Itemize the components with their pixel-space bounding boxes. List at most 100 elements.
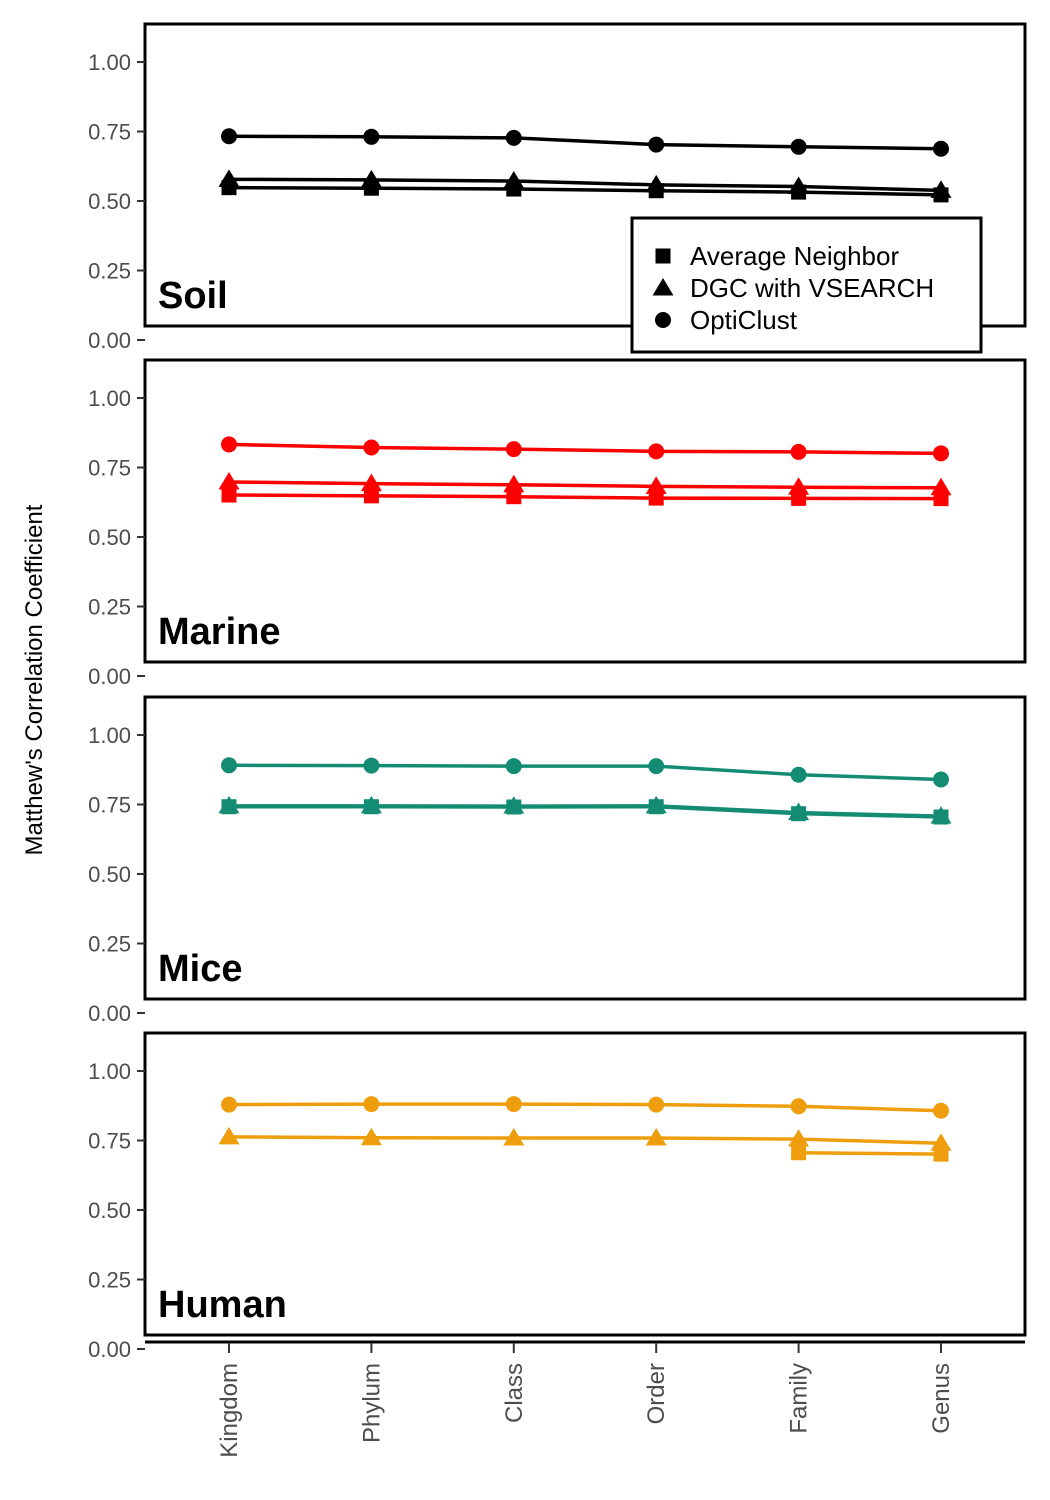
y-tick-label: 0.75 [88, 1129, 131, 1154]
x-tick-label: Phylum [358, 1363, 385, 1443]
data-point [506, 799, 522, 815]
data-point [645, 476, 667, 494]
series-line [798, 1150, 942, 1156]
series-average-neighbor [791, 1145, 949, 1162]
data-point [648, 799, 664, 815]
data-point [788, 1129, 810, 1147]
panel-frame [143, 22, 1027, 328]
series-average-neighbor [221, 799, 949, 825]
data-point [363, 439, 380, 456]
series-line [228, 480, 942, 490]
y-tick-label: 0.75 [88, 793, 131, 818]
data-point [505, 758, 522, 775]
data-point [790, 443, 807, 460]
data-point [503, 1127, 525, 1146]
series-average-neighbor [221, 487, 949, 507]
y-tick-label: 0.25 [88, 595, 131, 620]
series-line [228, 442, 942, 456]
panel-title: Mice [158, 948, 242, 990]
data-point [791, 184, 807, 200]
legend-marker [655, 248, 671, 264]
y-tick-label: 0.00 [88, 664, 131, 689]
y-tick-label: 1.00 [88, 723, 131, 748]
y-tick-label: 0.00 [88, 328, 131, 353]
series-opticlust [221, 436, 949, 462]
legend-label: OptiClust [690, 305, 798, 335]
legend-marker [652, 278, 674, 296]
data-point [930, 477, 952, 496]
x-axis: Kingdom Phylum Class Order Family Genus [145, 1340, 1025, 1458]
data-point [221, 180, 237, 196]
x-tick-label: Order [643, 1363, 670, 1424]
y-tick-label: 0.75 [88, 456, 131, 481]
panel-marine: 0.00 0.25 0.50 0.75 1.00 Marine [88, 358, 1027, 689]
y-tick-label: 0.50 [88, 1198, 131, 1223]
y-tick-label: 0.50 [88, 862, 131, 887]
series-dgc-with-vsearch [218, 795, 952, 824]
data-point [221, 1096, 237, 1113]
legend-box [630, 216, 983, 354]
data-point [933, 1146, 949, 1162]
data-point [933, 809, 949, 825]
panel-frame [143, 695, 1027, 1001]
series-dgc-with-vsearch [218, 1126, 952, 1151]
data-point [221, 128, 237, 145]
panel-soil: 0.00 0.25 0.50 0.75 1.00 Soil [88, 22, 1027, 353]
data-point [648, 490, 664, 506]
data-point [505, 129, 522, 146]
series-line [228, 493, 942, 501]
y-tick-label: 1.00 [88, 386, 131, 411]
panel-title: Marine [158, 611, 280, 653]
data-point [791, 806, 807, 822]
data-point [790, 1098, 807, 1115]
panels-layer: 0.00 0.25 0.50 0.75 1.00 Soil 0.00 0.25 0.50 0.75… [88, 22, 1027, 1362]
data-point [218, 471, 240, 490]
panel-title: Human [158, 1284, 287, 1326]
legend-marker [655, 312, 671, 328]
panel-human: 0.00 0.25 0.50 0.75 1.00 Human [88, 1031, 1027, 1362]
panel-frame [143, 358, 1027, 664]
x-tick-label: Class [501, 1363, 528, 1423]
data-point [506, 489, 522, 505]
data-point [648, 758, 665, 775]
legend-label: Average Neighbor [690, 241, 899, 271]
y-tick-label: 1.00 [88, 1059, 131, 1084]
data-point [933, 140, 949, 157]
data-point [933, 771, 949, 788]
y-tick-label: 0.00 [88, 1001, 131, 1026]
panel-title: Soil [158, 275, 228, 317]
data-point [505, 441, 522, 458]
series-average-neighbor [221, 180, 949, 203]
data-point [933, 491, 949, 507]
series-line [229, 804, 942, 819]
x-tick-label: Kingdom [216, 1363, 243, 1458]
y-tick-label: 1.00 [88, 50, 131, 75]
data-point [790, 766, 807, 783]
data-point [788, 477, 810, 495]
data-point [363, 757, 380, 774]
data-point [363, 180, 379, 196]
data-point [791, 1145, 807, 1161]
data-point [363, 488, 379, 504]
panel-frame [143, 1031, 1027, 1337]
x-tick-label: Family [786, 1363, 813, 1434]
data-point [360, 1127, 382, 1146]
data-point [363, 1096, 380, 1113]
data-point [930, 1133, 952, 1151]
y-tick-label: 0.00 [88, 1337, 131, 1362]
data-point [933, 1102, 949, 1119]
data-point [363, 799, 379, 815]
series-line [228, 134, 942, 151]
data-point [221, 799, 237, 815]
data-point [645, 1127, 667, 1146]
data-point [933, 445, 949, 462]
data-point [363, 128, 380, 145]
data-point [505, 1096, 522, 1113]
series-line [228, 177, 942, 193]
x-tick-label: Genus [928, 1363, 955, 1434]
series-dgc-with-vsearch [218, 471, 952, 496]
y-tick-label: 0.75 [88, 120, 131, 145]
series-opticlust [221, 1096, 949, 1119]
